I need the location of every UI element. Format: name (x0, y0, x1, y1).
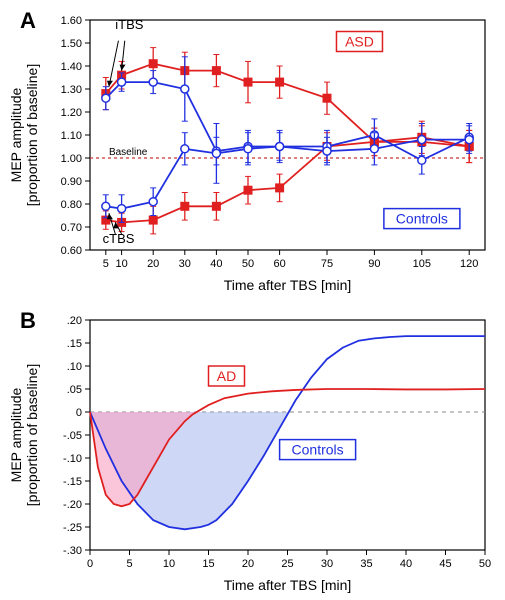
svg-text:.20: .20 (67, 315, 82, 327)
svg-text:1.40: 1.40 (61, 61, 82, 73)
svg-text:0.90: 0.90 (61, 176, 82, 188)
svg-text:-.20: -.20 (63, 499, 82, 511)
svg-text:1.10: 1.10 (61, 130, 82, 142)
svg-text:0.60: 0.60 (61, 245, 82, 257)
svg-text:25: 25 (281, 558, 293, 570)
svg-text:0.80: 0.80 (61, 199, 82, 211)
svg-text:0: 0 (87, 558, 93, 570)
svg-text:30: 30 (179, 258, 191, 270)
svg-text:Time after TBS [min]: Time after TBS [min] (224, 577, 352, 593)
svg-text:105: 105 (413, 258, 431, 270)
svg-text:20: 20 (242, 558, 254, 570)
svg-text:.05: .05 (67, 384, 82, 396)
svg-text:1.50: 1.50 (61, 38, 82, 50)
svg-text:20: 20 (147, 258, 159, 270)
svg-text:0.70: 0.70 (61, 222, 82, 234)
svg-text:35: 35 (360, 558, 372, 570)
svg-text:90: 90 (368, 258, 380, 270)
svg-text:-.25: -.25 (63, 522, 82, 534)
svg-text:10: 10 (115, 258, 127, 270)
svg-text:5: 5 (103, 258, 109, 270)
svg-text:1.30: 1.30 (61, 84, 82, 96)
svg-text:60: 60 (273, 258, 285, 270)
svg-text:45: 45 (439, 558, 451, 570)
svg-text:1.00: 1.00 (61, 153, 82, 165)
svg-text:50: 50 (242, 258, 254, 270)
panel-a: A 0.60 0.70 0.80 0.90 1.00 1.10 1.20 1.30 1.40 1.5… (0, 0, 505, 300)
svg-text:A: A (20, 8, 36, 33)
svg-text:40: 40 (400, 558, 412, 570)
svg-text:ASD: ASD (345, 34, 374, 50)
svg-text:.15: .15 (67, 338, 82, 350)
svg-text:-.05: -.05 (63, 430, 82, 442)
svg-text:AD: AD (217, 368, 236, 384)
figure: A 0.60 0.70 0.80 0.90 1.00 1.10 1.20 1.30 1.40 1.5… (0, 0, 505, 600)
svg-text:30: 30 (321, 558, 333, 570)
svg-text:-.15: -.15 (63, 476, 82, 488)
svg-text:B: B (20, 308, 36, 333)
svg-text:MEP amplitude[proportion of ba: MEP amplitude[proportion of baseline] (8, 364, 40, 506)
svg-text:Controls: Controls (292, 442, 344, 458)
svg-text:15: 15 (202, 558, 214, 570)
svg-text:50: 50 (479, 558, 491, 570)
svg-text:Controls: Controls (396, 211, 448, 227)
svg-text:40: 40 (210, 258, 222, 270)
svg-text:cTBS: cTBS (103, 231, 135, 246)
svg-text:120: 120 (460, 258, 478, 270)
svg-text:1.60: 1.60 (61, 15, 82, 27)
svg-text:10: 10 (163, 558, 175, 570)
svg-text:75: 75 (321, 258, 333, 270)
svg-text:Time after TBS [min]: Time after TBS [min] (224, 277, 352, 293)
svg-text:.10: .10 (67, 361, 82, 373)
svg-text:5: 5 (126, 558, 132, 570)
svg-text:Baseline: Baseline (109, 147, 148, 158)
panel-b: B -.30 -.25 -.20 -.15 -.10 -.05 0 .05 .10 .15 .20 0 5… (0, 300, 505, 600)
svg-text:-.30: -.30 (63, 545, 82, 557)
svg-text:-.10: -.10 (63, 453, 82, 465)
svg-text:1.20: 1.20 (61, 107, 82, 119)
svg-text:MEP amplitude[proportion of ba: MEP amplitude[proportion of baseline] (8, 64, 40, 206)
svg-text:0: 0 (76, 407, 82, 419)
svg-text:iTBS: iTBS (115, 17, 144, 32)
